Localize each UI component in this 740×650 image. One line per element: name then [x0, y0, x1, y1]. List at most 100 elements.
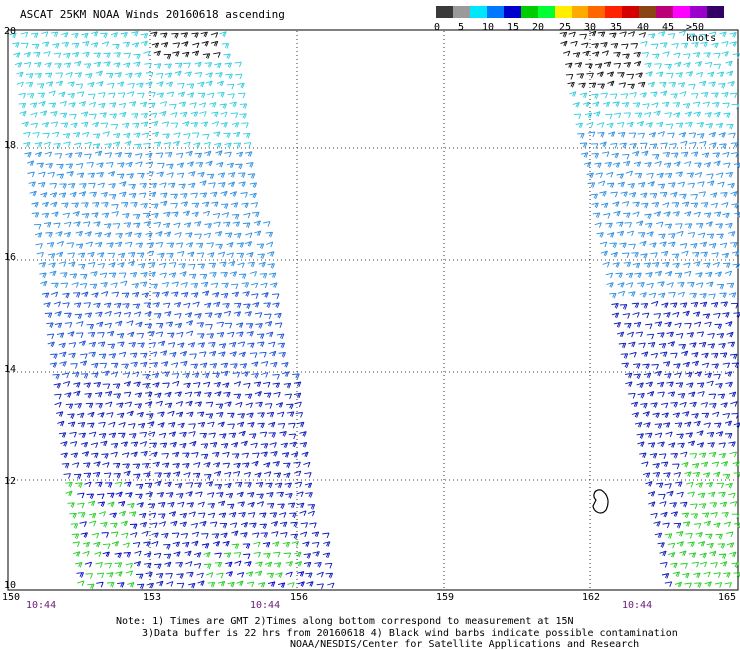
wind-barb [102, 543, 111, 550]
wind-barb [645, 71, 653, 77]
wind-barb [703, 262, 711, 269]
wind-barb [670, 562, 678, 569]
wind-barb [651, 363, 659, 370]
wind-barb [194, 482, 202, 488]
wind-barb [664, 321, 672, 328]
wind-barb [208, 432, 216, 439]
wind-barb [113, 472, 121, 479]
wind-barb [50, 121, 59, 127]
wind-barb [230, 112, 239, 118]
wind-barb [577, 133, 585, 139]
wind-barb [703, 571, 711, 578]
wind-barb [188, 431, 196, 437]
wind-barb [711, 252, 719, 258]
wind-barb [640, 142, 648, 149]
wind-barb [728, 441, 736, 447]
wind-barb [288, 422, 296, 429]
wind-barb [137, 172, 145, 179]
wind-barb [223, 552, 232, 558]
wind-barb [725, 381, 733, 388]
wind-barb [67, 413, 75, 419]
wind-barb [633, 51, 641, 58]
wind-barb [696, 382, 705, 388]
wind-barb [659, 501, 667, 507]
wind-barb [695, 482, 704, 488]
wind-barb [238, 511, 246, 518]
wind-barb [140, 272, 148, 278]
wind-barb [587, 131, 596, 138]
wind-barb [703, 212, 712, 219]
wind-barb [190, 363, 199, 370]
wind-barb [109, 512, 117, 519]
wind-barb [619, 31, 627, 37]
wind-barb [99, 362, 108, 369]
wind-barb [50, 201, 58, 208]
wind-barb [638, 32, 647, 38]
wind-barb [187, 342, 196, 348]
wind-barb [619, 304, 628, 310]
wind-barb [729, 501, 738, 507]
wind-barb [59, 351, 67, 358]
wind-barb [164, 151, 173, 158]
wind-barb [160, 200, 168, 207]
wind-barb [289, 512, 297, 519]
wind-barb [179, 271, 187, 277]
wind-barb [167, 501, 175, 508]
wind-barb [199, 180, 207, 186]
wind-barb [27, 160, 35, 166]
wind-barb [264, 403, 273, 409]
wind-barb [185, 242, 194, 248]
wind-barb [658, 292, 666, 299]
wind-barb [164, 481, 172, 488]
wind-barb [93, 381, 102, 388]
wind-barb [110, 362, 119, 369]
wind-barb [684, 582, 692, 589]
wind-barb [108, 272, 117, 279]
wind-barb [300, 522, 309, 528]
wind-barb [639, 292, 647, 298]
wind-barb [219, 522, 228, 529]
wind-barb [256, 243, 265, 250]
wind-barb [155, 241, 164, 248]
wind-barb [678, 131, 687, 138]
wind-barb [266, 491, 274, 498]
wind-barb [122, 463, 130, 469]
wind-barb [83, 382, 91, 388]
wind-barb [215, 403, 224, 410]
wind-barb [146, 582, 154, 589]
wind-barb [593, 111, 601, 117]
wind-barb [104, 322, 112, 329]
wind-barb [662, 261, 670, 268]
wind-barb [663, 422, 671, 428]
wind-barb [122, 122, 130, 129]
wind-barb [637, 441, 645, 447]
wind-barb [188, 582, 196, 589]
wind-barb [172, 541, 181, 548]
wind-barb [716, 283, 725, 290]
wind-barb [213, 381, 221, 388]
wind-barb [67, 183, 76, 189]
wind-barb [222, 221, 231, 228]
wind-barb [246, 251, 254, 258]
wind-barb [125, 72, 133, 79]
wind-barb [144, 311, 152, 317]
wind-barb [120, 202, 129, 208]
wind-barb [251, 372, 259, 379]
wind-barb [214, 552, 222, 559]
wind-barb [41, 121, 50, 128]
wind-barb [191, 540, 199, 547]
lat-label-14: 14 [4, 364, 17, 375]
wind-barb [293, 461, 301, 468]
wind-barb [72, 132, 81, 138]
wind-barb [641, 351, 649, 357]
wind-barb [682, 310, 690, 317]
wind-barb [214, 561, 223, 568]
wind-barb [108, 170, 116, 177]
wind-barb [247, 261, 256, 268]
scale-swatch [639, 6, 657, 18]
wind-barb [41, 41, 50, 48]
wind-barb [290, 533, 299, 540]
wind-barb [599, 241, 608, 248]
wind-barb [73, 551, 81, 557]
time-label-2: 10:44 [250, 600, 281, 611]
